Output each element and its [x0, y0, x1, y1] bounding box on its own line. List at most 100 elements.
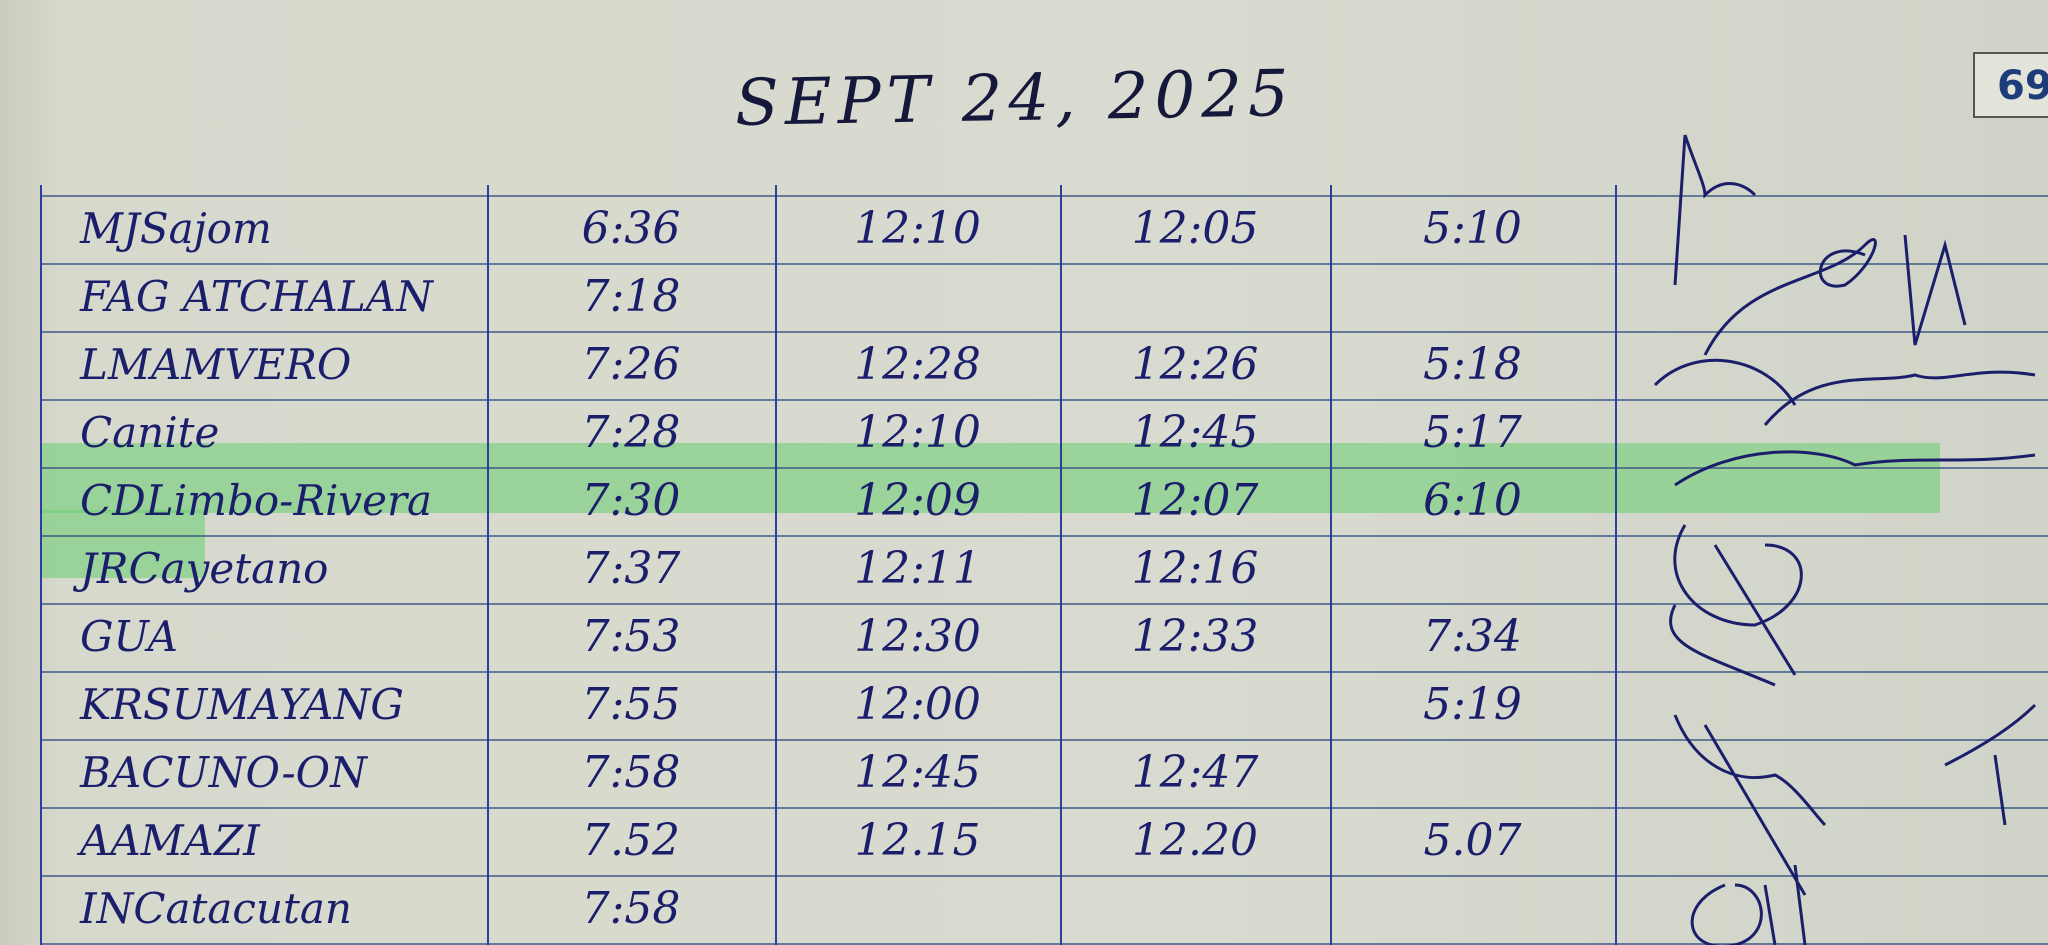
time-in-pm: 12:33 [1131, 611, 1259, 662]
time-in-am: 7:58 [581, 883, 681, 934]
time-out-am [775, 263, 1060, 331]
time-in-am: 7:58 [581, 747, 681, 798]
time-out-am: 12:10 [854, 203, 981, 254]
entry-name: FAG ATCHALAN [80, 272, 433, 321]
entry-name: AAMAZI [80, 816, 260, 865]
entry-name: MJSajom [80, 204, 272, 253]
column-rule [1060, 185, 1062, 945]
time-out-pm: 5:17 [1423, 407, 1522, 458]
time-out-am: 12:00 [854, 679, 981, 730]
time-out-pm [1330, 875, 1615, 943]
table-row: BACUNO-ON 7:58 12:45 12:47 [40, 739, 2048, 807]
column-rule [40, 185, 42, 945]
table-row: LMAMVERO 7:26 12:28 12:26 5:18 [40, 331, 2048, 399]
table-row: FAG ATCHALAN 7:18 [40, 263, 2048, 331]
table-row: MJSajom 6:36 12:10 12:05 5:10 [40, 195, 2048, 263]
time-out-pm [1330, 739, 1615, 807]
ruled-line [40, 603, 2048, 605]
table-row: INCatacutan 7:58 [40, 875, 2048, 943]
signature [1690, 864, 1807, 945]
entry-name: INCatacutan [80, 884, 352, 933]
time-in-pm [1060, 263, 1330, 331]
time-in-am: 7:53 [581, 611, 681, 662]
time-out-pm: 5:19 [1423, 679, 1522, 730]
signature [1653, 358, 2036, 426]
ruled-line [40, 263, 2048, 265]
log-date-heading: SEPT 24, 2025 [734, 57, 1296, 141]
time-in-pm: 12:07 [1131, 475, 1259, 526]
time-in-am: 7:28 [581, 407, 681, 458]
ruled-line [40, 399, 2048, 401]
table-row: Canite 7:28 12:10 12:45 5:17 [40, 399, 2048, 467]
time-in-pm [1060, 671, 1330, 739]
table-row: KRSUMAYANG 7:55 12:00 5:19 [40, 671, 2048, 739]
time-in-pm [1060, 875, 1330, 943]
time-in-am: 7:37 [581, 543, 681, 594]
ruled-line [40, 739, 2048, 741]
highlight-band [40, 443, 1940, 513]
signature [1944, 703, 2037, 826]
ruled-line [40, 331, 2048, 333]
table-row: JRCayetano 7:37 12:11 12:16 [40, 535, 2048, 603]
time-in-am: 7.52 [582, 815, 680, 866]
signature [1669, 524, 1803, 687]
entry-name: LMAMVERO [80, 340, 352, 389]
time-out-am [775, 875, 1060, 943]
table-row: GUA 7:53 12:30 12:33 7:34 [40, 603, 2048, 671]
column-rule [1615, 185, 1617, 945]
entry-name: KRSUMAYANG [80, 680, 404, 729]
time-out-pm: 6:10 [1423, 475, 1522, 526]
time-out-am: 12:11 [854, 543, 981, 594]
attendance-table: MJSajom 6:36 12:10 12:05 5:10 FAG ATCHALAN 7:1… [40, 185, 2048, 945]
time-in-pm: 12:26 [1131, 339, 1259, 390]
entry-name: GUA [80, 612, 178, 661]
time-out-am: 12.15 [854, 815, 981, 866]
ruled-line [40, 467, 2048, 469]
time-out-pm: 7:34 [1423, 611, 1522, 662]
signature [1903, 234, 1967, 346]
signature [1674, 450, 2036, 487]
ruled-line [40, 807, 2048, 809]
column-rule [775, 185, 777, 945]
time-out-am: 12:28 [854, 339, 981, 390]
time-out-pm [1330, 535, 1615, 603]
time-in-am: 7:18 [581, 271, 681, 322]
entry-name: BACUNO-ON [80, 748, 367, 797]
highlight-band-small [40, 510, 205, 578]
time-out-pm [1330, 263, 1615, 331]
ruled-line [40, 671, 2048, 673]
time-out-am: 12:09 [854, 475, 981, 526]
ruled-line [40, 195, 2048, 197]
ruled-line [40, 535, 2048, 537]
page-number: 69 [1973, 52, 2048, 118]
time-in-am: 7:55 [581, 679, 681, 730]
time-in-pm: 12:45 [1131, 407, 1259, 458]
time-in-am: 7:30 [581, 475, 681, 526]
table-row: CDLimbo-Rivera 7:30 12:09 12:07 6:10 [40, 467, 2048, 535]
time-out-am: 12:45 [854, 747, 981, 798]
table-row: AAMAZI 7.52 12.15 12.20 5.07 [40, 807, 2048, 875]
signature-column [1653, 134, 2037, 945]
time-out-am: 12:10 [854, 407, 981, 458]
entry-name: CDLimbo-Rivera [80, 476, 433, 525]
signature [1673, 134, 1757, 286]
column-rule [487, 185, 489, 945]
time-out-pm: 5:18 [1423, 339, 1522, 390]
time-out-pm: 5.07 [1423, 815, 1522, 866]
time-in-pm: 12.20 [1132, 815, 1258, 866]
entry-name: JRCayetano [80, 544, 329, 593]
signature [1703, 238, 1877, 356]
time-in-pm: 12:47 [1131, 747, 1259, 798]
ruled-line [40, 943, 2048, 945]
time-in-am: 7:26 [581, 339, 681, 390]
time-in-pm: 12:05 [1131, 203, 1259, 254]
time-in-am: 6:36 [581, 203, 681, 254]
ruled-line [40, 875, 2048, 877]
time-in-pm: 12:16 [1131, 543, 1259, 594]
time-out-am: 12:30 [854, 611, 981, 662]
column-rule [1330, 185, 1332, 945]
time-out-pm: 5:10 [1423, 203, 1522, 254]
entry-name: Canite [80, 408, 220, 457]
signature [1673, 714, 1827, 896]
